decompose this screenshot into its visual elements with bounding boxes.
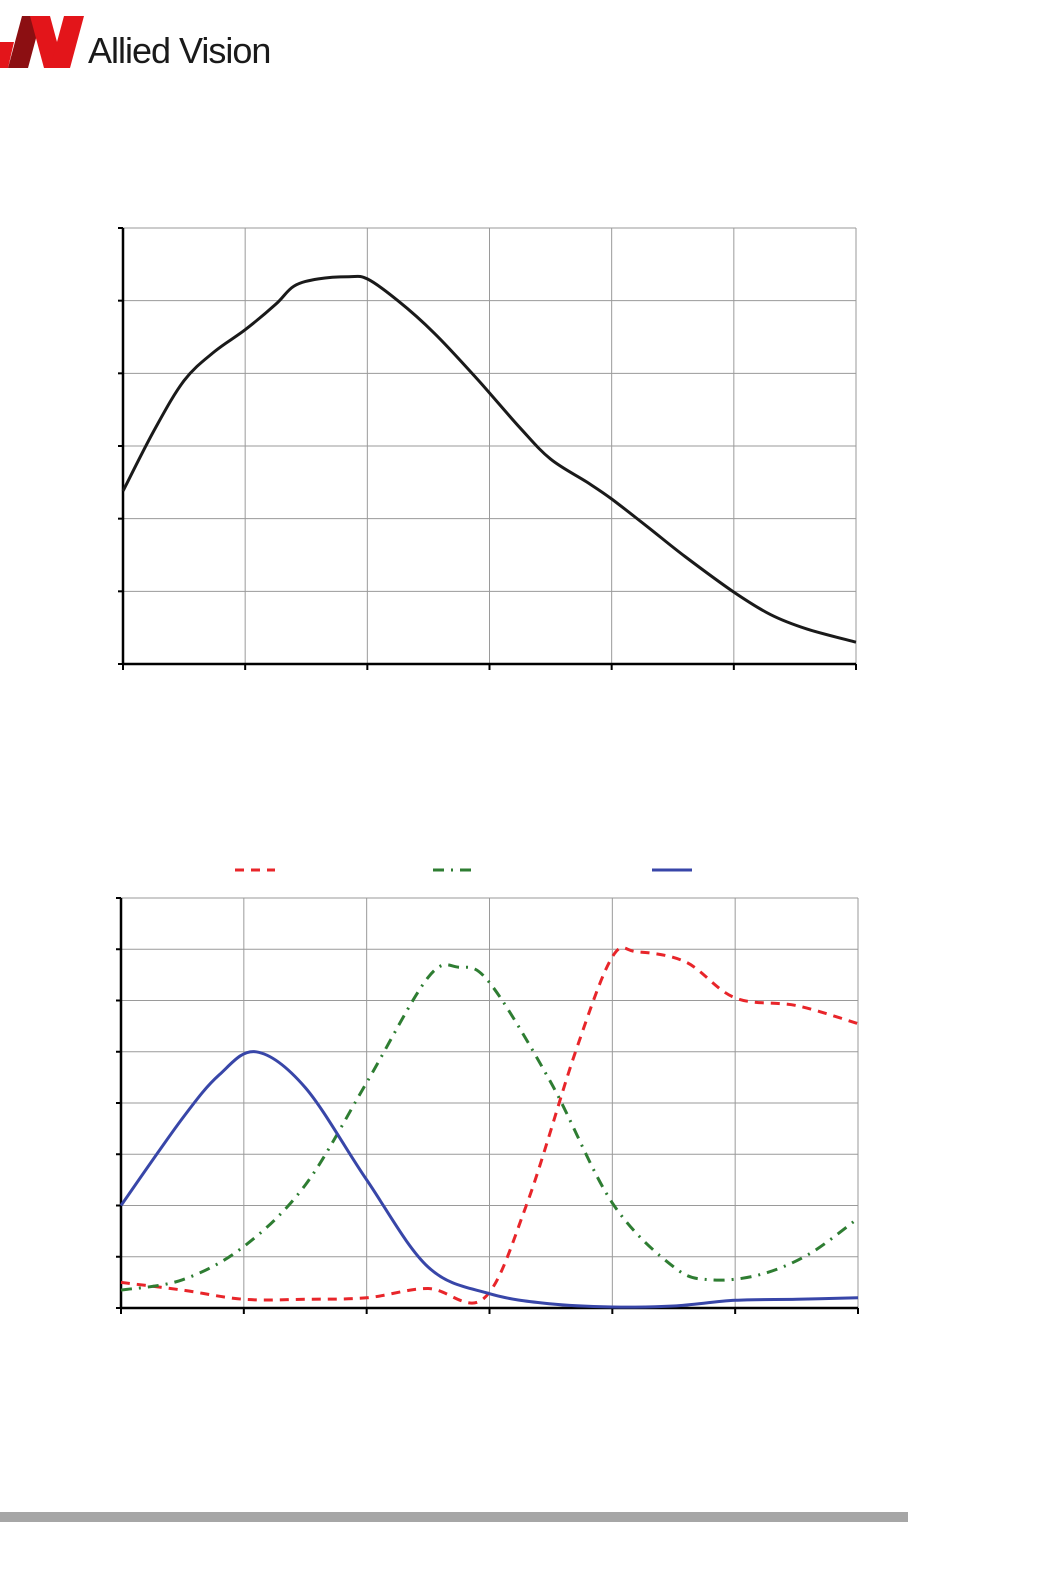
brand-name: Allied Vision [88, 30, 271, 71]
logo-mark-tip [0, 42, 14, 68]
chart-luminance [118, 227, 857, 670]
logo-mark-right [50, 16, 84, 68]
footer-rule [0, 1512, 908, 1522]
series-line-2 [119, 1050, 859, 1309]
series-line-1 [120, 963, 859, 1292]
chart-rgb-response [116, 868, 859, 1314]
series-line-0 [121, 274, 857, 644]
page-header: Allied Vision [0, 0, 1050, 100]
series-line-0 [120, 946, 859, 1305]
allied-vision-logo [0, 16, 84, 68]
